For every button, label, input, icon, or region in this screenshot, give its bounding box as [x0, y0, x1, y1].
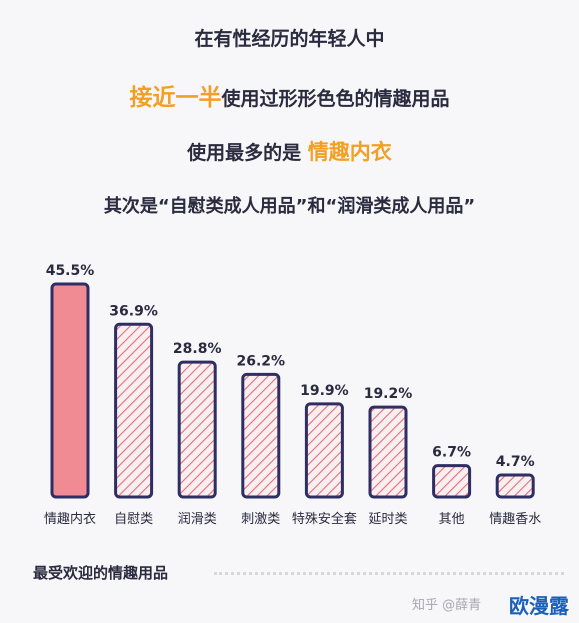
headline-line-3: 使用最多的是 情趣内衣 [0, 136, 579, 166]
bar-4 [304, 402, 344, 499]
bar-value-label-5: 19.2% [364, 386, 413, 402]
bar-value-label-3: 26.2% [237, 353, 286, 369]
source-credit: 知乎 @薛青 [412, 598, 482, 613]
bar-value-label-7: 4.7% [496, 454, 535, 470]
headline-line-4: 其次是“自慰类成人用品”和“润滑类成人用品” [103, 196, 476, 217]
category-label-6: 其他 [439, 512, 465, 527]
bar-value-label-0: 45.5% [46, 263, 95, 279]
headline-line-2-rest: 使用过形形色色的情趣用品 [221, 88, 450, 110]
headline-line-3-prefix: 使用最多的是 [187, 142, 302, 164]
bar-value-label-2: 28.8% [173, 341, 222, 357]
bar-2 [177, 360, 217, 499]
category-label-2: 润滑类 [178, 512, 217, 527]
chart-caption: 最受欢迎的情趣用品 [33, 564, 169, 582]
category-label-3: 刺激类 [241, 512, 280, 527]
category-label-4: 特殊安全套 [292, 511, 357, 527]
headline-highlight-half: 接近一半 [129, 85, 222, 111]
bar-chart: 45.5% 情趣内衣 36.9% 自慰类 28.8% 润滑类 26.2% 刺激类 19.9% 特殊… [44, 263, 541, 527]
category-label-0: 情趣内衣 [44, 511, 96, 527]
site-watermark: 欧漫露 [509, 594, 569, 618]
bar-3 [241, 372, 281, 499]
bar-5 [368, 405, 408, 499]
headline-line-2: 接近一半使用过形形色色的情趣用品 [0, 78, 579, 112]
bar-value-label-4: 19.9% [300, 383, 349, 399]
category-label-1: 自慰类 [114, 512, 153, 527]
category-label-7: 情趣香水 [489, 512, 541, 527]
bar-1 [114, 322, 154, 499]
bar-7 [495, 473, 535, 499]
bar-value-label-1: 36.9% [109, 303, 158, 319]
bar-value-label-6: 6.7% [432, 445, 471, 461]
bar-6 [432, 464, 472, 499]
dotted-divider [214, 572, 564, 575]
headline-highlight-lingerie: 情趣内衣 [307, 140, 392, 164]
headline-line-1: 在有性经历的年轻人中 [194, 28, 385, 50]
bar-0 [50, 282, 90, 499]
category-label-5: 延时类 [368, 512, 407, 527]
